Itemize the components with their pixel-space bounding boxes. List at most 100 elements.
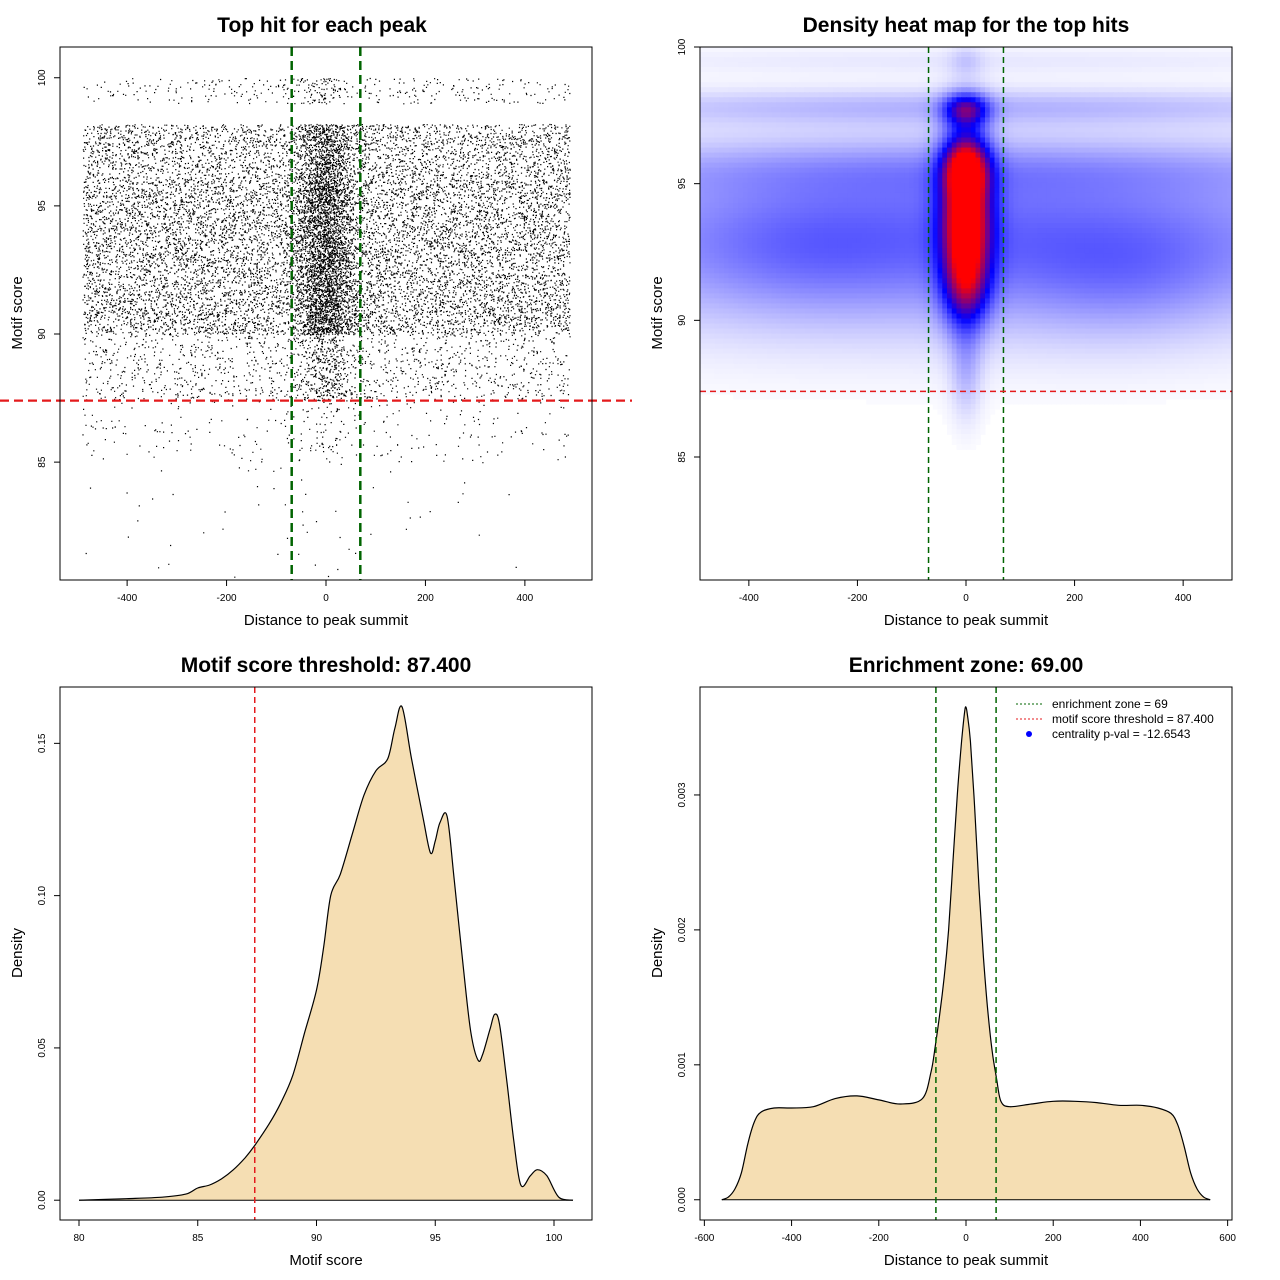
heatmap-cell <box>871 122 877 129</box>
heatmap-cell <box>1023 87 1029 93</box>
heatmap-cell <box>1056 142 1062 149</box>
heatmap-cell <box>818 67 825 73</box>
heatmap-cell <box>1203 72 1209 78</box>
heatmap-cell <box>795 82 801 88</box>
heatmap-cell <box>975 243 981 249</box>
heatmap-cell <box>719 47 725 53</box>
heatmap-cell <box>823 122 829 129</box>
heatmap-cell <box>942 52 948 58</box>
heatmap-cell <box>1137 187 1143 194</box>
heatmap-cell <box>728 207 734 214</box>
heatmap-cell <box>738 177 744 184</box>
heatmap-cell <box>704 112 711 118</box>
heatmap-cell <box>790 177 796 184</box>
heatmap-cell <box>937 192 943 199</box>
heatmap-cell <box>956 102 962 108</box>
heatmap-cell <box>776 47 782 53</box>
heatmap-cell <box>1037 177 1043 184</box>
heatmap-cell <box>1213 202 1219 209</box>
heatmap-cell <box>1151 212 1157 219</box>
heatmap-cell <box>956 117 962 124</box>
heatmap-cell <box>999 107 1005 113</box>
heatmap-cell <box>966 117 972 124</box>
heatmap-cell <box>852 152 858 159</box>
heatmap-cell <box>1118 263 1124 269</box>
heatmap-cell <box>1023 233 1029 239</box>
heatmap-cell <box>1089 102 1095 108</box>
heatmap-cell <box>1070 142 1076 149</box>
heatmap-cell <box>866 52 872 58</box>
heatmap-cell <box>837 122 844 129</box>
heatmap-cell <box>1013 248 1019 254</box>
heatmap-cell <box>966 238 972 244</box>
heatmap-cell <box>828 202 834 209</box>
heatmap-cell <box>970 167 977 174</box>
heatmap-cell <box>1151 197 1157 204</box>
heatmap-cell <box>1027 102 1034 108</box>
heatmap-cell <box>951 162 958 169</box>
heatmap-cell <box>766 137 772 144</box>
heatmap-cell <box>1227 172 1233 179</box>
heatmap-cell <box>1065 72 1072 78</box>
heatmap-cell <box>1061 107 1067 113</box>
heatmap-cell <box>1160 162 1167 169</box>
heatmap-cell <box>1056 157 1062 164</box>
heatmap-cell <box>1184 47 1190 53</box>
heatmap-cell <box>823 67 829 73</box>
heatmap-cell <box>757 202 763 209</box>
heatmap-cell <box>1046 162 1053 169</box>
heatmap-cell <box>700 167 706 174</box>
heatmap-cell <box>1008 243 1015 249</box>
heatmap-cell <box>1122 207 1129 214</box>
heatmap-cell <box>700 222 706 229</box>
heatmap-cell <box>1165 157 1171 164</box>
heatmap-cell <box>1089 167 1095 174</box>
heatmap-cell <box>942 182 948 189</box>
heatmap-cell <box>766 52 772 58</box>
heatmap-cell <box>1170 137 1176 144</box>
heatmap-cell <box>951 102 958 108</box>
heatmap-cell <box>951 258 958 264</box>
heatmap-cell <box>1023 243 1029 249</box>
heatmap-cell <box>1108 233 1114 239</box>
heatmap-cell <box>937 52 943 58</box>
heatmap-cell <box>1027 127 1034 134</box>
heatmap-cell <box>856 112 863 118</box>
heatmap-cell <box>1027 67 1034 73</box>
heatmap-cell <box>1198 52 1205 58</box>
heatmap-cell <box>937 248 943 254</box>
heatmap-cell <box>700 263 706 269</box>
heatmap-cell <box>1165 222 1171 229</box>
heatmap-cell <box>1170 142 1176 149</box>
heatmap-cell <box>980 147 986 154</box>
heatmap-cell <box>961 142 967 149</box>
heatmap-cell <box>1141 102 1148 108</box>
heatmap-cell <box>1170 62 1176 68</box>
heatmap-cell <box>1108 137 1114 144</box>
heatmap-cell <box>804 77 810 83</box>
heatmap-cell <box>871 152 877 159</box>
heatmap-cell <box>918 253 924 259</box>
heatmap-cell <box>1160 92 1167 98</box>
heatmap-cell <box>747 202 753 209</box>
heatmap-cell <box>723 192 730 199</box>
heatmap-cell <box>918 142 924 149</box>
heatmap-cell <box>719 162 725 169</box>
heatmap-cell <box>842 47 848 53</box>
heatmap-cell <box>1084 102 1091 108</box>
heatmap-cell <box>880 82 886 88</box>
heatmap-cell <box>723 67 730 73</box>
heatmap-cell <box>757 197 763 204</box>
heatmap-cell <box>928 207 934 214</box>
heatmap-cell <box>809 172 815 179</box>
heatmap-cell <box>909 127 915 134</box>
heatmap-cell <box>961 157 967 164</box>
heatmap-cell <box>837 268 844 274</box>
heatmap-cell <box>1018 238 1024 244</box>
heatmap-cell <box>1056 162 1062 169</box>
heatmap-cell <box>861 182 867 189</box>
heatmap-cell <box>899 97 905 103</box>
heatmap-cell <box>1075 167 1081 174</box>
heatmap-cell <box>1194 147 1200 154</box>
heatmap-cell <box>804 192 810 199</box>
